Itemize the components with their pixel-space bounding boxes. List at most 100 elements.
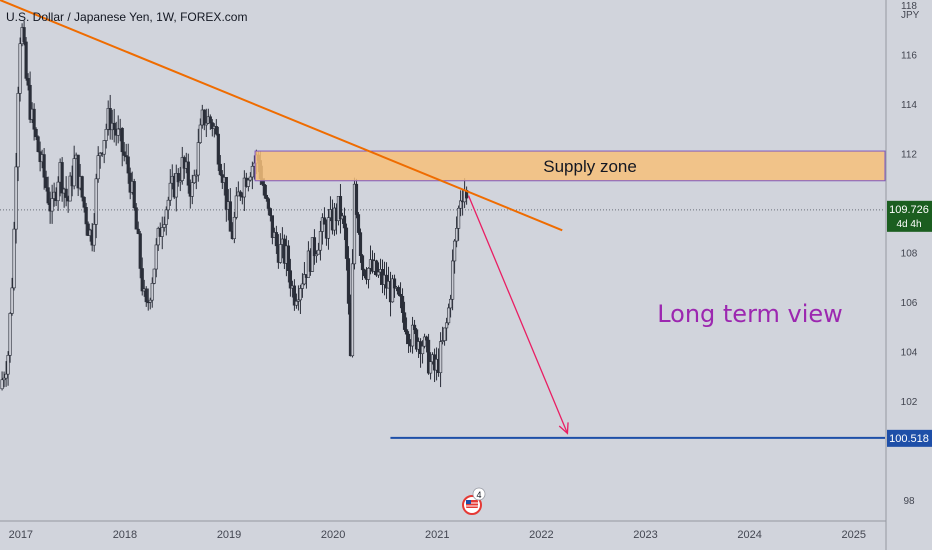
candle-body [448, 298, 453, 309]
candle-body [14, 166, 18, 230]
candle-body [96, 155, 100, 180]
candle-body [420, 345, 425, 355]
supply-zone-rect[interactable] [254, 150, 886, 182]
candle-body [214, 126, 218, 135]
candle-body [376, 271, 381, 276]
candle-body [350, 263, 355, 357]
candle-body [60, 162, 64, 194]
candle-body [316, 249, 321, 255]
candle-body [216, 133, 220, 165]
candle-body [396, 287, 401, 295]
candle-body [452, 240, 457, 262]
time-tick-label: 2018 [113, 529, 137, 541]
candle-body [92, 224, 96, 246]
price-tick-label: 118 [901, 1, 917, 12]
candle-body [50, 198, 54, 212]
candle-body [242, 177, 246, 198]
candle-body [358, 232, 363, 256]
candle-body [296, 299, 301, 302]
candle-body [300, 283, 305, 289]
target-price-badge[interactable]: 100.518 [887, 429, 932, 447]
candle-body [406, 333, 411, 345]
candle-body [116, 128, 120, 136]
candle-body [68, 175, 72, 202]
candle-body [94, 178, 98, 225]
candle-body [76, 154, 80, 189]
candle-body [286, 245, 291, 271]
candle-body [248, 176, 252, 181]
candle-body [428, 361, 433, 374]
candle-body [412, 324, 417, 331]
candle-body [228, 201, 232, 232]
target-price-badge-bg [887, 429, 932, 447]
price-axis-labels: 98 102 104 106 108 112 114 116 118 [901, 1, 918, 507]
candle-body [266, 198, 270, 209]
chart-title[interactable]: U.S. Dollar / Japanese Yen, 1W, FOREX.co… [6, 10, 248, 24]
price-tick-label: 106 [901, 298, 918, 309]
price-tick-label: 98 [903, 496, 915, 507]
projection-arrow-head [558, 422, 569, 435]
trendline[interactable] [0, 0, 563, 232]
price-tick-label: 116 [901, 50, 917, 61]
candle-body [124, 155, 128, 158]
candle-body [398, 293, 403, 297]
candle-body [26, 78, 30, 86]
candle-body [4, 373, 8, 379]
candle-body [326, 217, 331, 239]
candle-body [456, 207, 461, 229]
time-tick-label: 2021 [425, 529, 449, 541]
candle-body [12, 228, 16, 289]
candle-body [270, 215, 274, 238]
candle-body [440, 340, 445, 342]
candle-body [210, 122, 214, 129]
candle-body [346, 258, 351, 304]
candle-body [190, 182, 194, 197]
price-tick-label: 104 [901, 348, 918, 359]
candle-body [262, 184, 266, 196]
candle-body [64, 188, 68, 198]
candle-body [104, 129, 108, 141]
candle-body [28, 84, 32, 120]
candle-body [162, 224, 166, 228]
candle-body [134, 207, 138, 230]
candle-body [302, 274, 307, 285]
time-axis-labels: 2017 2018 2019 2020 2021 2022 2023 2024 2025 [9, 529, 866, 541]
candle-body [424, 336, 429, 341]
candle-body [446, 307, 451, 324]
candle-body [136, 228, 140, 234]
candle-body [86, 223, 90, 236]
candle-body [232, 216, 236, 239]
candle-body [166, 199, 170, 211]
countdown-value: 4d 4h [896, 219, 921, 230]
events-icon[interactable]: 4 [462, 487, 486, 515]
candle-body [338, 196, 343, 220]
current-price-badge[interactable]: 109.726 4d 4h [887, 200, 932, 232]
candle-body [8, 313, 12, 356]
candle-body [202, 109, 206, 126]
candle-body [160, 227, 164, 237]
projection-arrow[interactable] [467, 195, 569, 435]
candle-body [176, 173, 180, 183]
candle-body [422, 336, 427, 347]
candle-body [178, 180, 182, 183]
candle-body [208, 116, 212, 123]
long-term-view-label: Long term view [657, 300, 843, 328]
candle-body [314, 253, 319, 257]
candle-body [2, 377, 6, 381]
candle-body [102, 140, 106, 155]
candle-body [292, 285, 297, 306]
candle-body [318, 231, 323, 251]
projection-arrow-shaft [467, 195, 569, 434]
candle-body [204, 122, 208, 126]
candle-body [168, 182, 172, 201]
candle-body [288, 270, 293, 289]
candle-body [402, 312, 407, 330]
time-tick-label: 2017 [9, 529, 33, 541]
candle-body [442, 327, 447, 341]
time-tick-label: 2023 [633, 529, 657, 541]
candle-body [218, 163, 222, 175]
candle-body [320, 217, 325, 232]
candle-body [404, 329, 409, 335]
candle-body [374, 260, 379, 276]
